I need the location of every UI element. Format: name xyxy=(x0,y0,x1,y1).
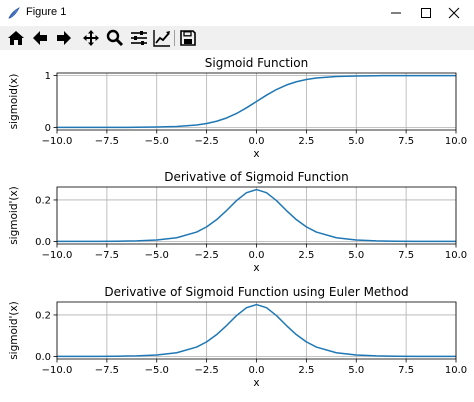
chart-title: Derivative of Sigmoid Function xyxy=(164,170,348,184)
x-tick-label: 5.0 xyxy=(348,250,364,261)
y-tick-label: 0.2 xyxy=(35,310,51,321)
save-icon xyxy=(180,30,196,46)
series-line xyxy=(56,188,457,243)
minimize-button[interactable] xyxy=(376,0,416,26)
x-tick-label: 10.0 xyxy=(445,250,467,261)
forward-icon xyxy=(57,31,71,45)
subplot-3: −10.0 −7.5 −5.0 −2.5 0.0 2.5 5.0 7.5 10.0 0.0 0.2 D… xyxy=(8,285,467,389)
y-axis-label: sigmoid(x) xyxy=(8,74,20,130)
x-tick-label: 7.5 xyxy=(398,136,414,147)
pan-icon xyxy=(83,30,99,46)
maximize-button[interactable] xyxy=(406,0,446,26)
x-tick-label: −2.5 xyxy=(194,250,218,261)
x-axis-label: x xyxy=(253,262,259,274)
y-tick-label: 0.0 xyxy=(35,237,51,248)
x-tick-label: 10.0 xyxy=(445,136,467,147)
minimize-icon xyxy=(391,12,401,14)
x-tick-label: 0.0 xyxy=(249,250,265,261)
close-button[interactable] xyxy=(434,0,474,26)
x-axis-label: x xyxy=(253,148,259,160)
x-tick-label: 7.5 xyxy=(398,250,414,261)
window-title: Figure 1 xyxy=(26,6,67,18)
x-tick-label: 2.5 xyxy=(298,136,314,147)
x-tick-label: 5.0 xyxy=(348,365,364,376)
x-tick-label: 0.0 xyxy=(249,365,265,376)
x-tick-label: −7.5 xyxy=(95,136,119,147)
pan-button[interactable] xyxy=(80,27,102,49)
x-tick-label: −5.0 xyxy=(145,250,169,261)
y-tick-label: 0 xyxy=(45,123,51,134)
x-tick-label: 2.5 xyxy=(298,365,314,376)
y-axis-label: sigmoid'(x) xyxy=(8,301,20,360)
y-tick-label: 0.0 xyxy=(35,352,51,363)
back-button[interactable] xyxy=(29,27,51,49)
save-button[interactable] xyxy=(177,27,199,49)
x-tick-label: −2.5 xyxy=(194,365,218,376)
maximize-icon xyxy=(421,8,431,18)
x-tick-label: 2.5 xyxy=(298,250,314,261)
x-tick-label: 0.0 xyxy=(249,136,265,147)
x-tick-label: −10.0 xyxy=(42,250,73,261)
navigation-toolbar xyxy=(0,26,474,50)
x-tick-label: −5.0 xyxy=(145,136,169,147)
close-icon xyxy=(448,7,460,19)
home-button[interactable] xyxy=(5,27,27,49)
subplot-2: −10.0 −7.5 −5.0 −2.5 0.0 2.5 5.0 7.5 10.0 0.0 0.2 D… xyxy=(8,170,467,274)
y-tick-label: 1 xyxy=(45,71,51,82)
home-icon xyxy=(8,31,24,45)
series-line xyxy=(56,303,457,358)
x-tick-label: −7.5 xyxy=(95,365,119,376)
figure-svg: −10.0 −7.5 −5.0 −2.5 0.0 2.5 5.0 7.5 10.0 0 1 Sigmo… xyxy=(8,56,467,389)
back-icon xyxy=(33,31,47,45)
subplots-icon xyxy=(131,31,147,45)
title-bar: Figure 1 xyxy=(0,0,474,26)
x-tick-label: −10.0 xyxy=(42,365,73,376)
edit-curve-icon xyxy=(153,30,170,47)
x-tick-label: −10.0 xyxy=(42,136,73,147)
y-tick-label: 0.2 xyxy=(35,195,51,206)
subplots-button[interactable] xyxy=(128,27,150,49)
series-line xyxy=(56,74,456,129)
zoom-icon xyxy=(106,29,124,47)
chart-title: Derivative of Sigmoid Function using Eul… xyxy=(104,285,408,299)
x-tick-label: 10.0 xyxy=(445,365,467,376)
y-axis-label: sigmoid'(x) xyxy=(8,186,20,245)
figure-canvas[interactable]: −10.0 −7.5 −5.0 −2.5 0.0 2.5 5.0 7.5 10.0 0 1 Sigmo… xyxy=(0,50,474,402)
matplotlib-feather-icon xyxy=(8,7,20,19)
toolbar-separator xyxy=(174,30,175,46)
x-tick-label: 5.0 xyxy=(348,136,364,147)
x-axis-label: x xyxy=(253,377,259,389)
customize-button[interactable] xyxy=(151,27,173,49)
x-tick-label: 7.5 xyxy=(398,365,414,376)
chart-title: Sigmoid Function xyxy=(205,56,308,70)
x-tick-label: −2.5 xyxy=(194,136,218,147)
x-tick-label: −7.5 xyxy=(95,250,119,261)
subplot-1: −10.0 −7.5 −5.0 −2.5 0.0 2.5 5.0 7.5 10.0 0 1 Sigmo… xyxy=(8,56,467,160)
zoom-button[interactable] xyxy=(104,27,126,49)
x-tick-label: −5.0 xyxy=(145,365,169,376)
forward-button[interactable] xyxy=(53,27,75,49)
